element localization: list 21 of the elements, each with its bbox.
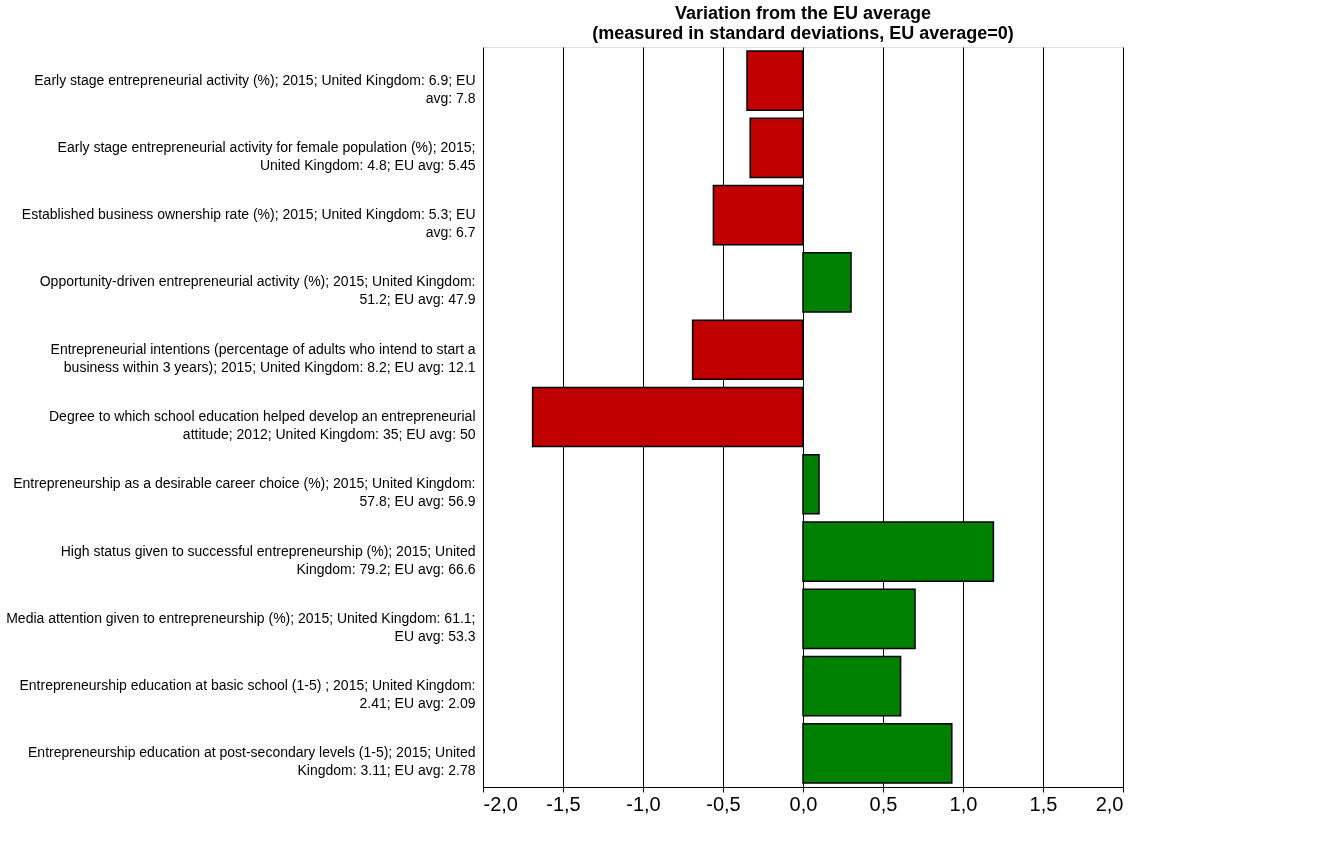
x-tick-label: 0,0 <box>789 792 818 815</box>
y-tick-label: Established business ownership rate (%); 2015; United Kingdom: 5.3; EU avg: 6.7 <box>21 206 476 241</box>
y-tick-label: Entrepreneurship education at basic school (1-5) ; 2015; United Kingdom: 2.41; EU avg: 2.09 <box>19 677 476 712</box>
y-tick-label: Entrepreneurial intentions (percentage of adults who intend to start a business within 3 years); 2015; United Kingdom: 8.2; EU avg: 12.1 <box>50 340 476 375</box>
y-tick-label: High status given to successful entrepreneurship (%); 2015; United Kingdom: 79.2; EU avg: 66.6 <box>60 542 476 577</box>
y-tick-label: Media attention given to entrepreneurship (%); 2015; United Kingdom: 61.1; EU avg: 53.3 <box>6 609 476 644</box>
y-tick-label: Early stage entrepreneurial activity for female population (%); 2015; United Kingdom: 4.8; EU avg: 5.45 <box>57 138 476 173</box>
y-tick-label: Degree to which school education helped develop an entrepreneurial attitude; 2012; United Kingdom: 35; EU avg: 50 <box>48 408 476 442</box>
x-tick-label: -1,5 <box>546 792 581 815</box>
x-tick-label: -2,0 <box>483 792 518 815</box>
y-tick-label: Entrepreneurship education at post-secondary levels (1-5); 2015; United Kingdom: 3.11; EU avg: 2.78 <box>28 744 476 779</box>
x-tick-label: 1,5 <box>1029 792 1058 815</box>
x-tick-label: -0,5 <box>706 792 741 815</box>
x-tick-label: 0,5 <box>869 792 898 815</box>
y-tick-label: Early stage entrepreneurial activity (%); 2015; United Kingdom: 6.9; EU avg: 7.8 <box>34 71 476 106</box>
x-tick-label: 1,0 <box>949 792 978 815</box>
x-tick-label: -1,0 <box>626 792 661 815</box>
y-tick-label: Opportunity-driven entrepreneurial activity (%); 2015; United Kingdom: 51.2; EU avg: 47.9 <box>39 273 476 308</box>
chart-title: Variation from the EU average (measured in standard deviations, EU average=0) <box>592 3 1014 43</box>
y-tick-label: Entrepreneurship as a desirable career choice (%); 2015; United Kingdom: 57.8; EU avg: 56.9 <box>13 475 476 510</box>
x-tick-label: 2,0 <box>1095 792 1124 815</box>
